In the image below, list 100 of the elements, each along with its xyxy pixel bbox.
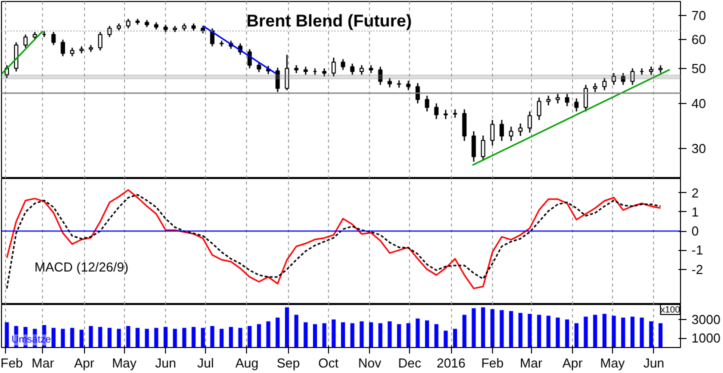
bar (406, 323, 410, 348)
candlestick (360, 64, 364, 76)
bar (220, 328, 224, 348)
bar (154, 328, 158, 348)
bar (658, 323, 662, 348)
x-tick-label: Apr (74, 356, 95, 370)
bar (369, 322, 374, 348)
x-tick-label: Feb (481, 356, 504, 370)
bar (425, 320, 430, 348)
bar (630, 316, 634, 348)
bar (276, 318, 280, 348)
candlestick (602, 77, 607, 91)
bar (593, 314, 598, 348)
x-tick-label: Jul (197, 356, 214, 370)
y-tick-label: 1 (692, 204, 699, 220)
y-tick-label: 40 (692, 96, 706, 111)
candlestick (584, 84, 588, 112)
y-tick-label: 3000 (692, 312, 720, 327)
y-tick-label: -1 (692, 242, 704, 258)
bar (70, 328, 74, 348)
candlestick (14, 42, 18, 72)
candlestick (462, 108, 467, 142)
bar (80, 330, 84, 348)
x-tick-label: Mar (32, 356, 55, 370)
candlestick (126, 18, 130, 29)
bar (537, 314, 542, 348)
x-tick-label: Mar (520, 356, 543, 370)
candlestick (406, 80, 411, 91)
bar (509, 311, 514, 348)
x-tick-label: May (112, 356, 138, 370)
candlestick (275, 67, 280, 93)
candlestick (434, 102, 439, 120)
annotation: MACD (12/26/9) (34, 260, 128, 274)
bar (312, 324, 317, 348)
candlestick (256, 62, 262, 73)
bar (360, 321, 364, 348)
bar (136, 328, 140, 348)
bar (574, 323, 578, 348)
x-tick-label: 2016 (436, 356, 466, 370)
bar (565, 319, 570, 348)
bar (322, 323, 326, 348)
bar (434, 324, 438, 348)
bar (126, 326, 130, 348)
candlestick (546, 95, 551, 106)
candlestick (98, 31, 102, 52)
candlestick (508, 126, 514, 142)
bar (294, 314, 298, 348)
candlestick (612, 72, 616, 86)
y-tick-label: 70 (692, 8, 706, 23)
bar (462, 314, 466, 348)
bar (52, 328, 56, 348)
bar (172, 328, 177, 348)
bar (98, 326, 102, 348)
bar (266, 321, 270, 348)
candlestick (23, 34, 28, 48)
y-tick-label: 60 (692, 32, 706, 48)
bar (341, 322, 345, 348)
bar (164, 326, 168, 348)
bar (192, 326, 196, 348)
bar (388, 321, 392, 348)
bar (621, 318, 626, 348)
candlestick (556, 93, 560, 104)
candlestick (480, 134, 486, 162)
bar (649, 321, 654, 348)
y-tick-label: 0 (692, 224, 699, 239)
y-tick-label: 50 (692, 60, 706, 76)
bar (332, 319, 336, 348)
bar (397, 324, 402, 348)
text: Brent Blend (Future) (246, 12, 412, 30)
x-tick-label: Dec (398, 356, 422, 370)
bar (60, 328, 65, 348)
annotation: Umsätze (12, 334, 52, 346)
x-tick-label: Oct (318, 356, 339, 370)
bar (444, 330, 448, 348)
x-tick-label: Feb (0, 356, 23, 370)
candlestick (331, 57, 336, 78)
candlestick (284, 54, 290, 91)
bar (210, 326, 214, 348)
y-tick-label: 2 (692, 185, 699, 200)
bar (256, 324, 261, 348)
candlestick (564, 93, 570, 107)
candlestick (472, 130, 476, 162)
bar (350, 323, 354, 348)
candlestick (500, 119, 504, 142)
bar (88, 326, 93, 348)
x-tick-label: Jun (643, 356, 664, 370)
bar (584, 316, 588, 348)
x-tick-label: Sep (276, 356, 300, 370)
x-tick-label: May (600, 356, 626, 370)
bar (144, 328, 149, 348)
candlestick (424, 95, 430, 112)
bar (453, 328, 458, 348)
candlestick (350, 63, 355, 76)
bar (378, 323, 382, 348)
bar (182, 328, 186, 348)
bar (284, 307, 289, 348)
candlestick (388, 77, 392, 88)
bar (472, 308, 476, 348)
bar (248, 326, 252, 348)
candlestick (378, 66, 383, 86)
